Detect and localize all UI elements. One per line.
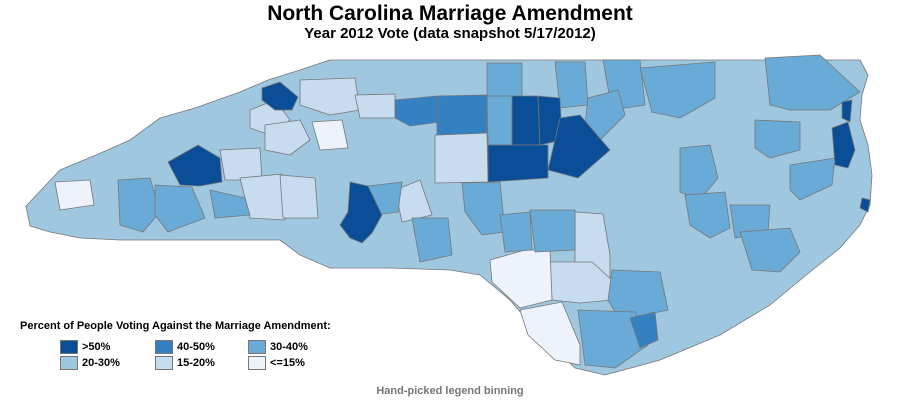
county-30-40	[679, 144, 719, 201]
county-30-40	[577, 309, 649, 369]
map-subtitle: Year 2012 Vote (data snapshot 5/17/2012)	[304, 25, 596, 42]
county-le-15	[54, 179, 95, 211]
county-30-40	[684, 191, 731, 239]
legend-label: 20-30%	[82, 356, 120, 369]
outer-banks	[841, 99, 853, 123]
legend-item: >50%	[60, 340, 110, 354]
county-30-40	[739, 227, 801, 273]
legend-item: <=15%	[248, 356, 305, 370]
legend-swatch	[60, 340, 78, 354]
county-30-40	[499, 211, 533, 253]
legend-item: 30-40%	[248, 340, 308, 354]
county-30-40	[411, 217, 453, 263]
legend-item: 40-50%	[155, 340, 215, 354]
legend-label: >50%	[82, 340, 111, 353]
footnote: Hand-picked legend binning	[376, 385, 524, 397]
county-40-50	[436, 94, 488, 136]
county-gt-50	[261, 81, 299, 111]
county-gt-50	[487, 144, 549, 183]
county-30-40	[639, 61, 716, 119]
county-15-20	[354, 93, 396, 119]
county-30-40	[789, 157, 836, 201]
legend-swatch	[155, 340, 173, 354]
county-15-20	[219, 147, 263, 181]
legend-swatch	[248, 356, 266, 370]
county-15-20	[434, 132, 489, 184]
legend-label: 40-50%	[177, 340, 215, 353]
county-15-20	[264, 119, 311, 156]
county-gt-50	[859, 197, 871, 213]
county-gt-50	[167, 144, 223, 187]
county-15-20	[394, 179, 433, 223]
county-30-40	[764, 54, 861, 111]
county-le-15	[489, 249, 553, 309]
legend-title: Percent of People Voting Against the Mar…	[20, 320, 331, 332]
legend-item: 15-20%	[155, 356, 215, 370]
county-40-50	[629, 311, 659, 349]
county-30-40	[154, 184, 206, 233]
county-le-15	[311, 119, 349, 151]
legend-item: 20-30%	[60, 356, 120, 370]
county-15-20	[279, 174, 319, 219]
county-30-40	[209, 189, 251, 219]
county-30-40	[117, 177, 161, 233]
county-40-50	[394, 95, 441, 127]
county-gt-50	[831, 121, 856, 169]
county-30-40	[486, 95, 513, 146]
county-30-40	[584, 89, 626, 141]
county-30-40	[486, 62, 523, 97]
county-gt-50	[339, 181, 383, 244]
county-30-40	[754, 119, 801, 159]
county-30-40	[461, 181, 506, 236]
county-gt-50	[547, 114, 611, 179]
county-15-20	[299, 77, 361, 116]
legend-label: <=15%	[270, 356, 305, 369]
legend-swatch	[155, 356, 173, 370]
county-30-40	[529, 209, 576, 253]
legend-swatch	[60, 356, 78, 370]
county-le-15	[519, 301, 581, 366]
legend-swatch	[248, 340, 266, 354]
map-title: North Carolina Marriage Amendment	[267, 2, 633, 25]
legend-label: 30-40%	[270, 340, 308, 353]
county-gt-50	[511, 95, 541, 146]
legend-label: 15-20%	[177, 356, 215, 369]
